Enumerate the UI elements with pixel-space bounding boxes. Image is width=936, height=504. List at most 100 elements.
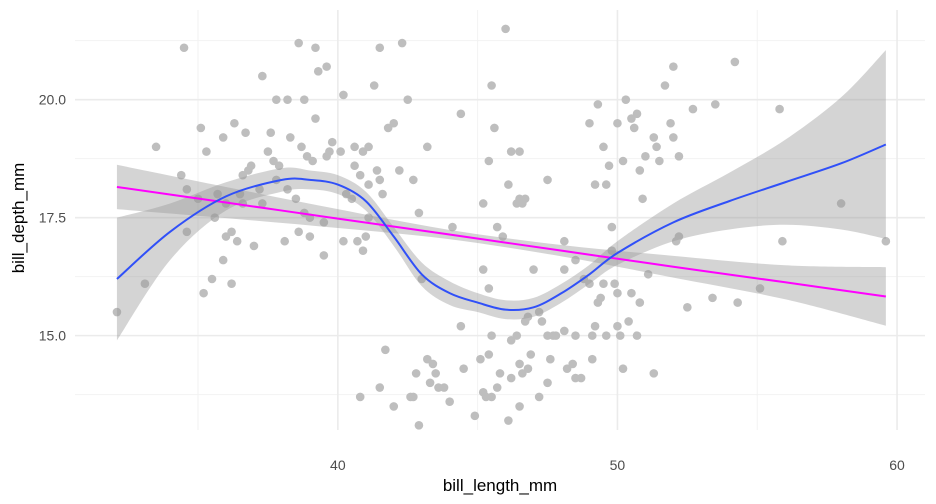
data-point xyxy=(459,364,468,373)
data-point xyxy=(378,189,387,199)
data-point xyxy=(652,142,661,152)
data-point xyxy=(218,255,228,265)
data-point xyxy=(283,95,292,104)
data-point xyxy=(478,199,488,208)
data-point xyxy=(666,118,675,128)
ticks-layer: 40 50 60 15.0 17.5 20.0 xyxy=(39,92,905,473)
data-point xyxy=(375,175,385,185)
data-point xyxy=(151,142,161,152)
data-point xyxy=(624,317,633,326)
data-point xyxy=(836,199,846,208)
data-point xyxy=(294,227,303,237)
data-point xyxy=(179,43,189,53)
data-point xyxy=(590,180,600,189)
data-point xyxy=(655,156,664,166)
data-point xyxy=(431,369,440,378)
data-point xyxy=(313,67,323,76)
data-point xyxy=(319,251,329,260)
data-point xyxy=(596,293,605,303)
data-point xyxy=(504,416,513,425)
data-point xyxy=(445,397,454,406)
data-point xyxy=(515,359,524,369)
y-tick-label: 17.5 xyxy=(39,210,66,226)
data-point xyxy=(283,185,292,194)
data-point xyxy=(484,156,494,166)
data-point xyxy=(615,331,625,340)
data-point xyxy=(210,213,220,222)
data-point xyxy=(495,369,505,378)
data-point xyxy=(364,213,373,222)
data-point xyxy=(618,156,628,166)
data-point xyxy=(881,236,891,246)
data-point xyxy=(515,402,524,411)
data-point xyxy=(484,350,494,359)
data-point xyxy=(207,274,217,284)
data-point xyxy=(610,279,619,289)
data-point xyxy=(560,265,569,274)
data-point xyxy=(255,185,264,194)
data-point xyxy=(669,62,678,71)
data-point xyxy=(213,189,222,199)
data-point xyxy=(635,298,645,307)
data-point xyxy=(492,222,502,232)
data-point xyxy=(456,109,466,119)
data-point xyxy=(487,331,496,340)
bands-layer xyxy=(116,50,886,341)
data-point xyxy=(355,170,365,180)
data-point xyxy=(621,95,631,104)
data-point xyxy=(526,350,536,359)
data-point xyxy=(601,180,611,189)
data-point xyxy=(274,161,284,171)
data-point xyxy=(571,255,580,265)
data-point xyxy=(492,383,502,392)
data-point xyxy=(347,194,357,204)
data-point xyxy=(576,373,586,383)
points-layer xyxy=(112,24,891,430)
data-point xyxy=(649,133,659,142)
data-point xyxy=(688,104,698,114)
data-point xyxy=(585,118,594,128)
data-point xyxy=(439,383,449,392)
data-point xyxy=(196,123,206,133)
data-point xyxy=(258,199,267,208)
data-point xyxy=(708,293,717,303)
data-point xyxy=(498,232,508,241)
data-point xyxy=(504,180,513,189)
data-point xyxy=(613,288,622,298)
data-point xyxy=(523,312,533,322)
data-point xyxy=(537,317,547,326)
data-point xyxy=(364,180,373,189)
data-point xyxy=(571,331,580,340)
data-point xyxy=(520,194,530,204)
data-point xyxy=(448,222,457,232)
data-point xyxy=(294,38,303,48)
data-point xyxy=(632,331,642,340)
data-point xyxy=(638,194,647,204)
data-point xyxy=(534,392,544,402)
data-point xyxy=(674,232,684,241)
data-point xyxy=(683,303,692,312)
data-point xyxy=(263,147,273,156)
data-point xyxy=(501,24,510,34)
data-point xyxy=(523,364,533,373)
y-tick-label: 15.0 xyxy=(39,328,66,344)
data-point xyxy=(182,185,192,194)
data-point xyxy=(674,151,684,161)
data-point xyxy=(590,321,600,331)
data-point xyxy=(355,392,365,402)
data-point xyxy=(375,43,385,53)
data-point xyxy=(218,133,228,142)
data-point xyxy=(297,142,306,152)
data-point xyxy=(411,369,421,378)
data-point xyxy=(403,95,413,104)
data-point xyxy=(350,142,359,152)
data-point xyxy=(414,420,424,430)
data-point xyxy=(246,161,256,171)
data-point xyxy=(232,236,242,246)
data-point xyxy=(428,359,438,369)
data-point xyxy=(487,392,496,402)
data-point xyxy=(660,81,670,90)
data-point xyxy=(775,104,784,114)
data-point xyxy=(311,43,320,53)
data-point xyxy=(529,265,538,274)
